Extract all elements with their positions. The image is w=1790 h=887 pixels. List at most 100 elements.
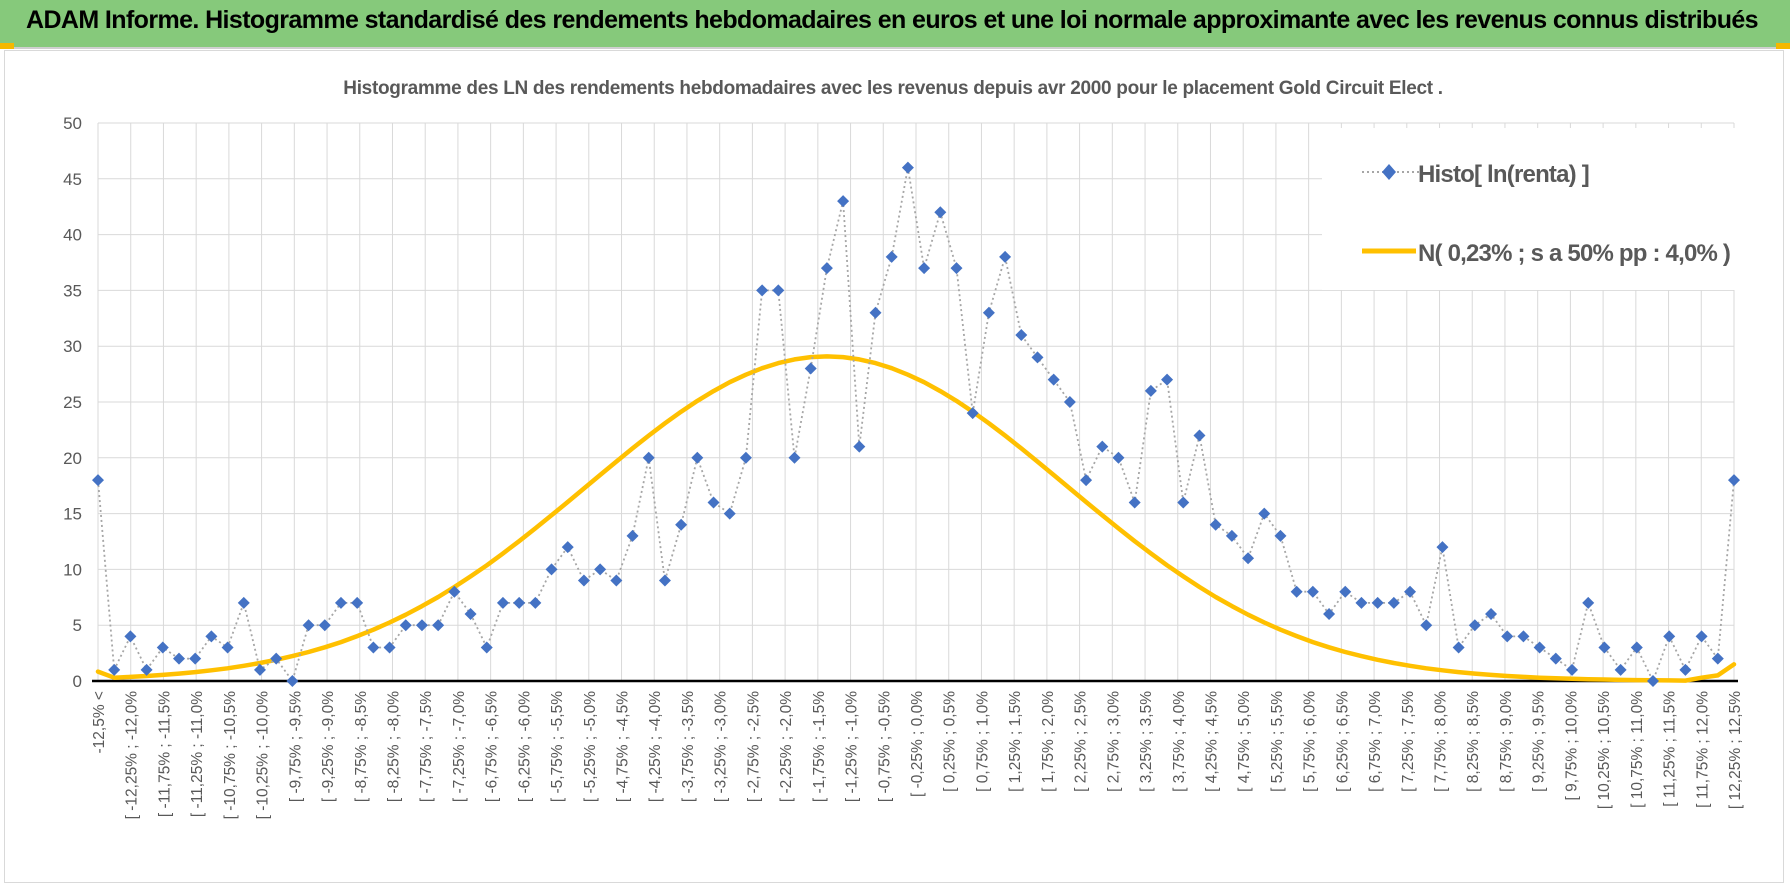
x-tick-label: [ 4,75% ; 5,0% bbox=[1236, 691, 1253, 792]
histogram-point bbox=[415, 619, 428, 632]
histogram-point bbox=[1290, 585, 1303, 598]
page-title: ADAM Informe. Histogramme standardisé de… bbox=[26, 6, 1759, 34]
x-tick-label: [ 7,25% ; 7,5% bbox=[1400, 691, 1417, 792]
x-tick-label: [ -3,75% ; -3,5% bbox=[680, 691, 697, 802]
histogram-point bbox=[92, 474, 104, 487]
gridlines bbox=[92, 122, 1738, 683]
x-tick-label: [ -8,75% ; -8,5% bbox=[353, 691, 370, 802]
histogram-point bbox=[1582, 596, 1595, 609]
histogram-point bbox=[1161, 373, 1174, 386]
y-tick-label: 40 bbox=[63, 226, 82, 245]
histogram-point bbox=[302, 619, 315, 632]
x-tick-label: [ 9,25% ; 9,5% bbox=[1531, 691, 1548, 792]
histogram-point bbox=[172, 652, 185, 665]
y-tick-label: 20 bbox=[63, 449, 82, 468]
histogram-point bbox=[1306, 585, 1319, 598]
histogram-point bbox=[1096, 440, 1109, 453]
x-tick-label: [ -5,25% ; -5,0% bbox=[582, 691, 599, 802]
x-tick-label: [ 10,25% ; 10,5% bbox=[1596, 691, 1613, 809]
histogram-point bbox=[1258, 507, 1271, 520]
x-tick-label: [ 11,25% ; 11,5% bbox=[1662, 691, 1679, 807]
legend: Histo[ ln(renta) ] N( 0,23% ; s a 50% pp… bbox=[1322, 128, 1764, 290]
histogram-point bbox=[237, 596, 250, 609]
histogram-point bbox=[982, 306, 995, 319]
x-tick-label: [ 10,75% ; 11,0% bbox=[1629, 691, 1646, 808]
y-tick-label: 35 bbox=[63, 281, 82, 300]
x-tick-label: [ 3,75% ; 4,0% bbox=[1171, 691, 1188, 792]
histogram-point bbox=[480, 641, 493, 654]
histogram-point bbox=[934, 206, 947, 219]
x-tick-label: [ 4,25% ; 4,5% bbox=[1203, 691, 1220, 792]
x-tick-label: [ 11,75% ; 12,0% bbox=[1694, 691, 1711, 808]
histogram-point bbox=[869, 306, 882, 319]
histogram-point bbox=[496, 596, 509, 609]
histogram-point bbox=[1177, 496, 1190, 509]
histogram-point bbox=[189, 652, 202, 665]
x-tick-label: [ 5,75% ; 6,0% bbox=[1302, 691, 1319, 792]
histogram-point bbox=[513, 596, 526, 609]
x-tick-label: [ -9,75% ; -9,5% bbox=[287, 691, 304, 802]
histogram-point bbox=[1452, 641, 1465, 654]
y-tick-label: 15 bbox=[63, 505, 82, 524]
histogram-point bbox=[723, 507, 736, 520]
x-tick-label: [ -8,25% ; -8,0% bbox=[385, 691, 402, 802]
histogram-point bbox=[1193, 429, 1206, 442]
x-tick-label: [ -0,25% ; 0,0% bbox=[909, 691, 926, 797]
histogram-point bbox=[1144, 384, 1157, 397]
x-tick-label: [ -2,75% ; -2,5% bbox=[745, 691, 762, 802]
histogram-point bbox=[788, 451, 801, 464]
x-tick-label: [ 8,75% ; 9,0% bbox=[1498, 691, 1515, 792]
header-banner: ADAM Informe. Histogramme standardisé de… bbox=[0, 0, 1790, 49]
histogram-point bbox=[1387, 596, 1400, 609]
x-tick-label: [ -10,75% ; -10,5% bbox=[222, 691, 239, 820]
x-tick-label: [ -4,25% ; -4,0% bbox=[647, 691, 664, 802]
y-tick-label: 50 bbox=[63, 114, 82, 133]
y-tick-label: 0 bbox=[73, 672, 82, 691]
histogram-point bbox=[1355, 596, 1368, 609]
x-tick-label: [ 8,25% ; 8,5% bbox=[1465, 691, 1482, 792]
histogram-point bbox=[1063, 396, 1076, 408]
x-tick-label: [ 0,25% ; 0,5% bbox=[942, 691, 959, 792]
histogram-point bbox=[399, 619, 412, 632]
x-tick-label: [ -10,25% ; -10,0% bbox=[255, 691, 272, 820]
histogram-point bbox=[999, 250, 1012, 263]
x-tick-label: [ 9,75% ; 10,0% bbox=[1563, 691, 1580, 801]
histogram-point bbox=[901, 161, 914, 174]
x-tick-label: [ -1,25% ; -1,0% bbox=[844, 691, 861, 802]
x-tick-label: [ 6,25% ; 6,5% bbox=[1334, 691, 1351, 792]
histogram-point bbox=[1663, 630, 1676, 643]
histogram-point bbox=[1128, 496, 1141, 509]
histogram-point bbox=[253, 663, 266, 676]
histogram-point bbox=[1209, 518, 1222, 531]
x-tick-label: [ 0,75% ; 1,0% bbox=[974, 691, 991, 792]
histogram-point bbox=[561, 541, 574, 554]
legend-label-normal: N( 0,23% ; s a 50% pp : 4,0% ) bbox=[1418, 240, 1730, 267]
histogram-point bbox=[334, 596, 347, 609]
y-axis: 0 5 10 15 20 25 30 35 40 45 50 bbox=[63, 114, 82, 691]
histogram-point bbox=[577, 574, 590, 587]
histogram-point bbox=[804, 362, 817, 375]
legend-background bbox=[1322, 128, 1764, 290]
histogram-point bbox=[1728, 474, 1740, 487]
histogram-point bbox=[610, 574, 623, 587]
histogram-point bbox=[1566, 663, 1579, 676]
histogram-point bbox=[1517, 630, 1530, 643]
histogram-point bbox=[1598, 641, 1611, 654]
histogram-point bbox=[1501, 630, 1514, 643]
histogram-point bbox=[1047, 373, 1060, 386]
chart-title: Histogramme des LN des rendements hebdom… bbox=[343, 78, 1442, 99]
x-tick-label: [ 6,75% ; 7,0% bbox=[1367, 691, 1384, 792]
x-tick-label: [ -12,25% ; -12,0% bbox=[124, 691, 141, 820]
histogram-point bbox=[432, 619, 445, 632]
histogram-point bbox=[1468, 619, 1481, 632]
histogram-point bbox=[1242, 552, 1255, 565]
histogram-point bbox=[108, 663, 121, 676]
histogram-point bbox=[1323, 608, 1336, 621]
histogram-point bbox=[286, 675, 299, 687]
x-tick-label: [ -2,25% ; -2,0% bbox=[778, 691, 795, 802]
histogram-point bbox=[918, 262, 931, 275]
histogram-point bbox=[837, 195, 850, 208]
histogram-line bbox=[97, 167, 1735, 684]
histogram-point bbox=[772, 284, 785, 297]
